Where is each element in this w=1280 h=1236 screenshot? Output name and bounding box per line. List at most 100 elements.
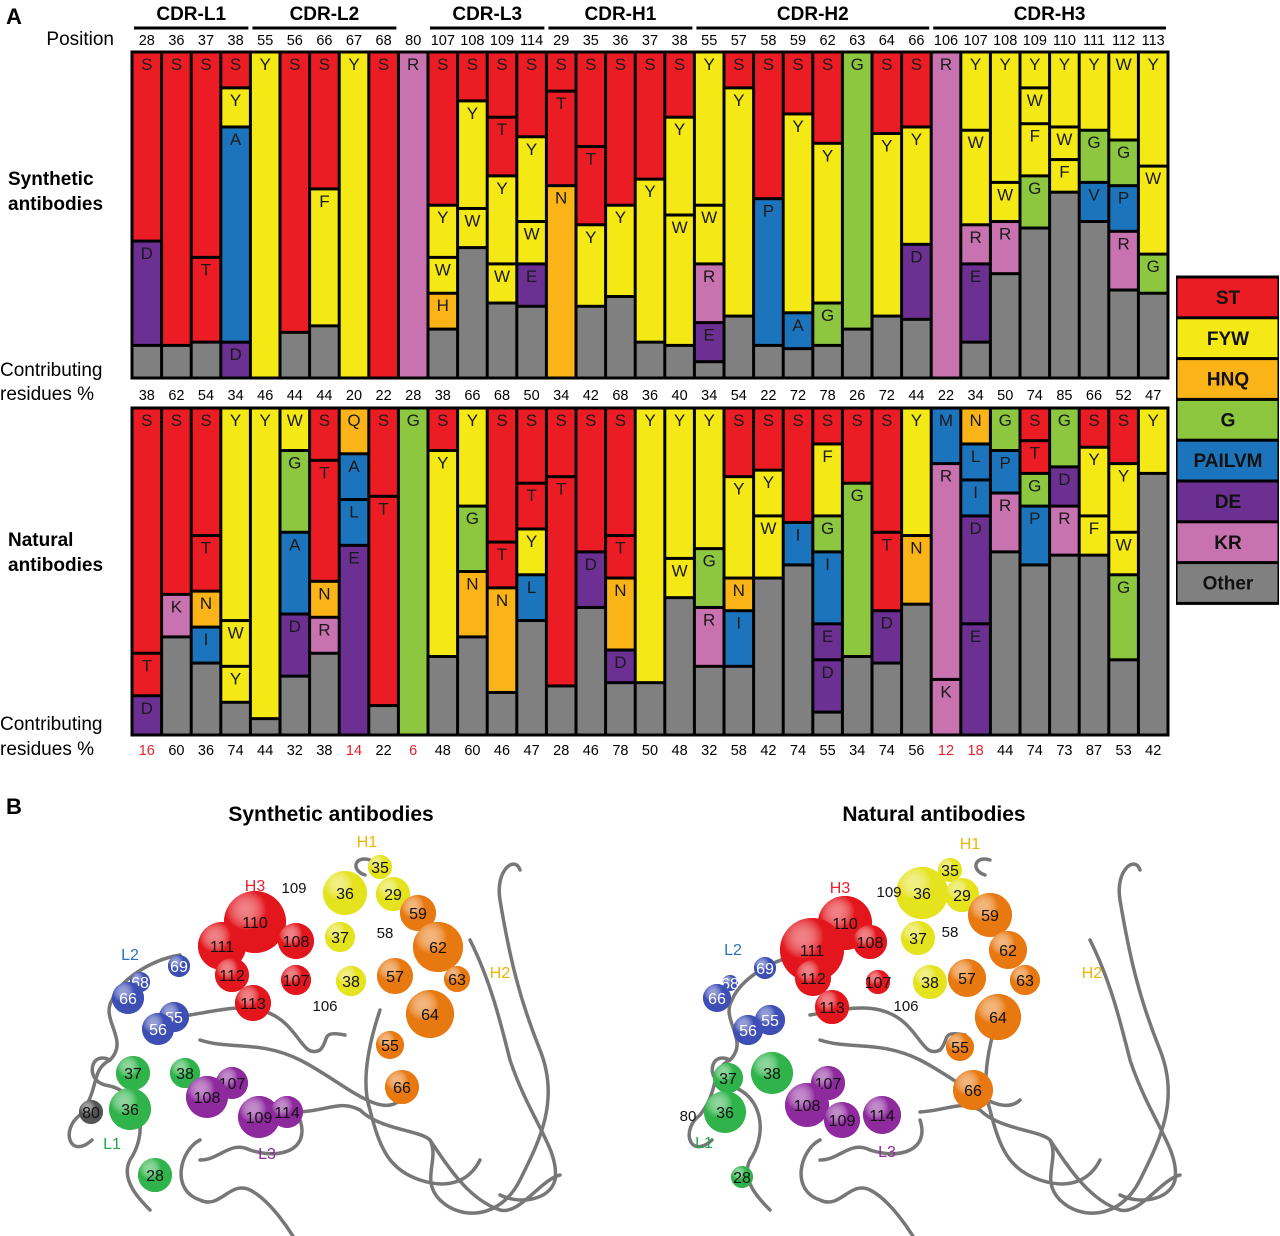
bar-segment — [577, 53, 605, 146]
residue-letter: S — [230, 55, 241, 74]
residue-number-label: 38 — [763, 1066, 781, 1083]
bar-segment — [1021, 507, 1049, 564]
residue-sphere-shading — [731, 1166, 753, 1188]
bar-segment — [755, 346, 782, 377]
residue-letter: F — [822, 447, 832, 466]
residue-letter: S — [437, 411, 448, 430]
residue-number-label: 107 — [865, 975, 892, 992]
residue-number-label: 57 — [386, 969, 404, 986]
bar-segment — [163, 638, 190, 734]
contributing-pct: 44 — [316, 388, 332, 404]
contributing-pct: 78 — [612, 743, 628, 759]
bar-segment — [725, 612, 753, 665]
bar-segment — [991, 53, 1019, 181]
contributing-pct: 46 — [494, 743, 510, 759]
bar-segment — [1021, 229, 1049, 377]
position-number: 64 — [879, 33, 895, 49]
protein-backbone-trace — [198, 1118, 304, 1162]
residue-letter: S — [763, 55, 774, 74]
residue-letter: S — [200, 55, 211, 74]
bar-segment — [873, 409, 901, 531]
bar-segment — [666, 599, 693, 734]
residue-sphere-shading — [866, 970, 890, 994]
residue-letter: R — [999, 496, 1011, 515]
residue-letter: R — [407, 55, 419, 74]
residue-letter: Y — [615, 208, 626, 227]
residue-letter: S — [378, 411, 389, 430]
residue-sphere-shading — [751, 1052, 793, 1094]
bar-segment — [429, 294, 457, 328]
bar-segment — [192, 592, 220, 626]
residue-letter: Y — [467, 104, 478, 123]
residue-letter: Y — [230, 91, 241, 110]
residue-number-label: 109 — [876, 884, 901, 901]
cdr-group-label: CDR-L2 — [290, 4, 360, 25]
legend-swatch-g — [1177, 400, 1278, 439]
residue-number-label: 55 — [951, 1040, 969, 1057]
bar-segment — [932, 53, 960, 377]
bar-segment — [695, 608, 723, 665]
bar-segment — [755, 471, 782, 515]
cdr-loop-label: H1 — [960, 836, 981, 853]
bar-segment — [370, 497, 397, 705]
bar-segment — [1051, 193, 1078, 377]
contributing-pct: 42 — [1145, 743, 1161, 759]
residue-letter: P — [1029, 509, 1040, 528]
bar-segment — [695, 409, 723, 548]
legend-label: FYW — [1207, 329, 1249, 350]
position-number: 113 — [1142, 33, 1165, 49]
residue-letter: S — [556, 55, 567, 74]
residue-sphere-shading — [238, 1096, 280, 1138]
bar-segment — [488, 589, 516, 691]
bar-segment — [1021, 177, 1049, 227]
bar-segment — [636, 53, 664, 178]
protein-backbone-trace — [198, 1038, 402, 1108]
legend-label: Other — [1203, 574, 1254, 595]
bar-segment — [518, 409, 545, 482]
bar-segment — [666, 409, 693, 557]
residue-number-label: 36 — [913, 886, 931, 903]
contributing-pct: 54 — [198, 388, 214, 404]
position-number: 108 — [993, 33, 1017, 49]
bar-segment — [488, 118, 516, 175]
residue-letter: S — [556, 411, 567, 430]
residue-letter: G — [999, 411, 1012, 430]
bar-segment — [962, 343, 989, 377]
position-number: 28 — [139, 33, 155, 49]
residue-sphere-shading — [336, 966, 366, 996]
bar-segment — [1021, 566, 1049, 734]
cdr-loop-label: L3 — [258, 1146, 276, 1163]
bar-segment — [488, 53, 516, 116]
residue-sphere-shading — [271, 1096, 303, 1128]
residue-number-label: 63 — [448, 972, 466, 989]
bar-segment — [311, 190, 338, 325]
bar-segment — [518, 576, 545, 620]
residue-number-label: 37 — [331, 930, 349, 947]
residue-number-label: 37 — [124, 1066, 142, 1083]
bar-segment — [814, 144, 841, 302]
residue-letter: Y — [704, 411, 715, 430]
bar-segment — [311, 409, 338, 459]
bar-segment — [340, 53, 368, 377]
residue-letter: S — [467, 55, 478, 74]
residue-letter: E — [704, 326, 715, 345]
bar-segment — [370, 409, 397, 495]
residue-letter: Y — [437, 454, 448, 473]
residue-letter: S — [496, 411, 507, 430]
bar-segment — [222, 343, 249, 377]
bar-segment — [281, 677, 309, 734]
bar-segment — [459, 249, 486, 377]
contributing-pct: 55 — [820, 743, 836, 759]
contributing-pct: 40 — [672, 388, 688, 404]
residue-number-label: 37 — [719, 1071, 737, 1088]
residue-sphere-shading — [815, 990, 849, 1024]
bar-segment — [133, 697, 161, 734]
bar-segment — [488, 409, 516, 541]
bar-segment — [814, 713, 841, 734]
residue-number-label: 80 — [82, 1105, 100, 1122]
residue-number-label: 106 — [893, 998, 918, 1015]
residue-letter: F — [319, 192, 329, 211]
residue-sphere-shading — [377, 958, 413, 994]
residue-letter: S — [733, 411, 744, 430]
